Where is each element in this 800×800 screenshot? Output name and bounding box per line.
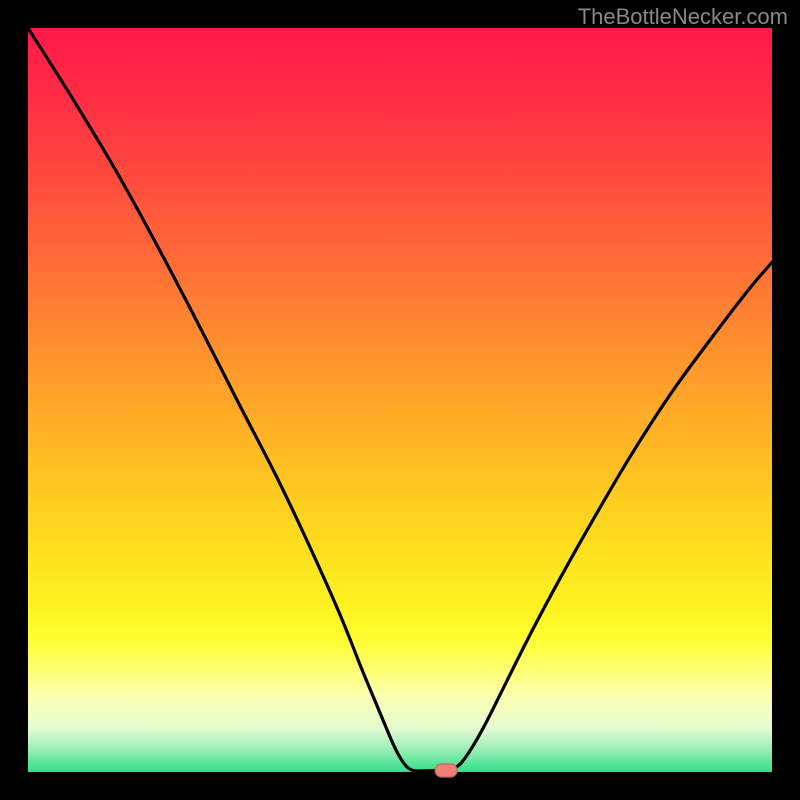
optimal-point-marker	[435, 764, 457, 777]
watermark-text: TheBottleNecker.com	[578, 4, 788, 30]
chart-container: TheBottleNecker.com	[0, 0, 800, 800]
plot-background	[28, 28, 772, 772]
bottleneck-chart	[0, 0, 800, 800]
